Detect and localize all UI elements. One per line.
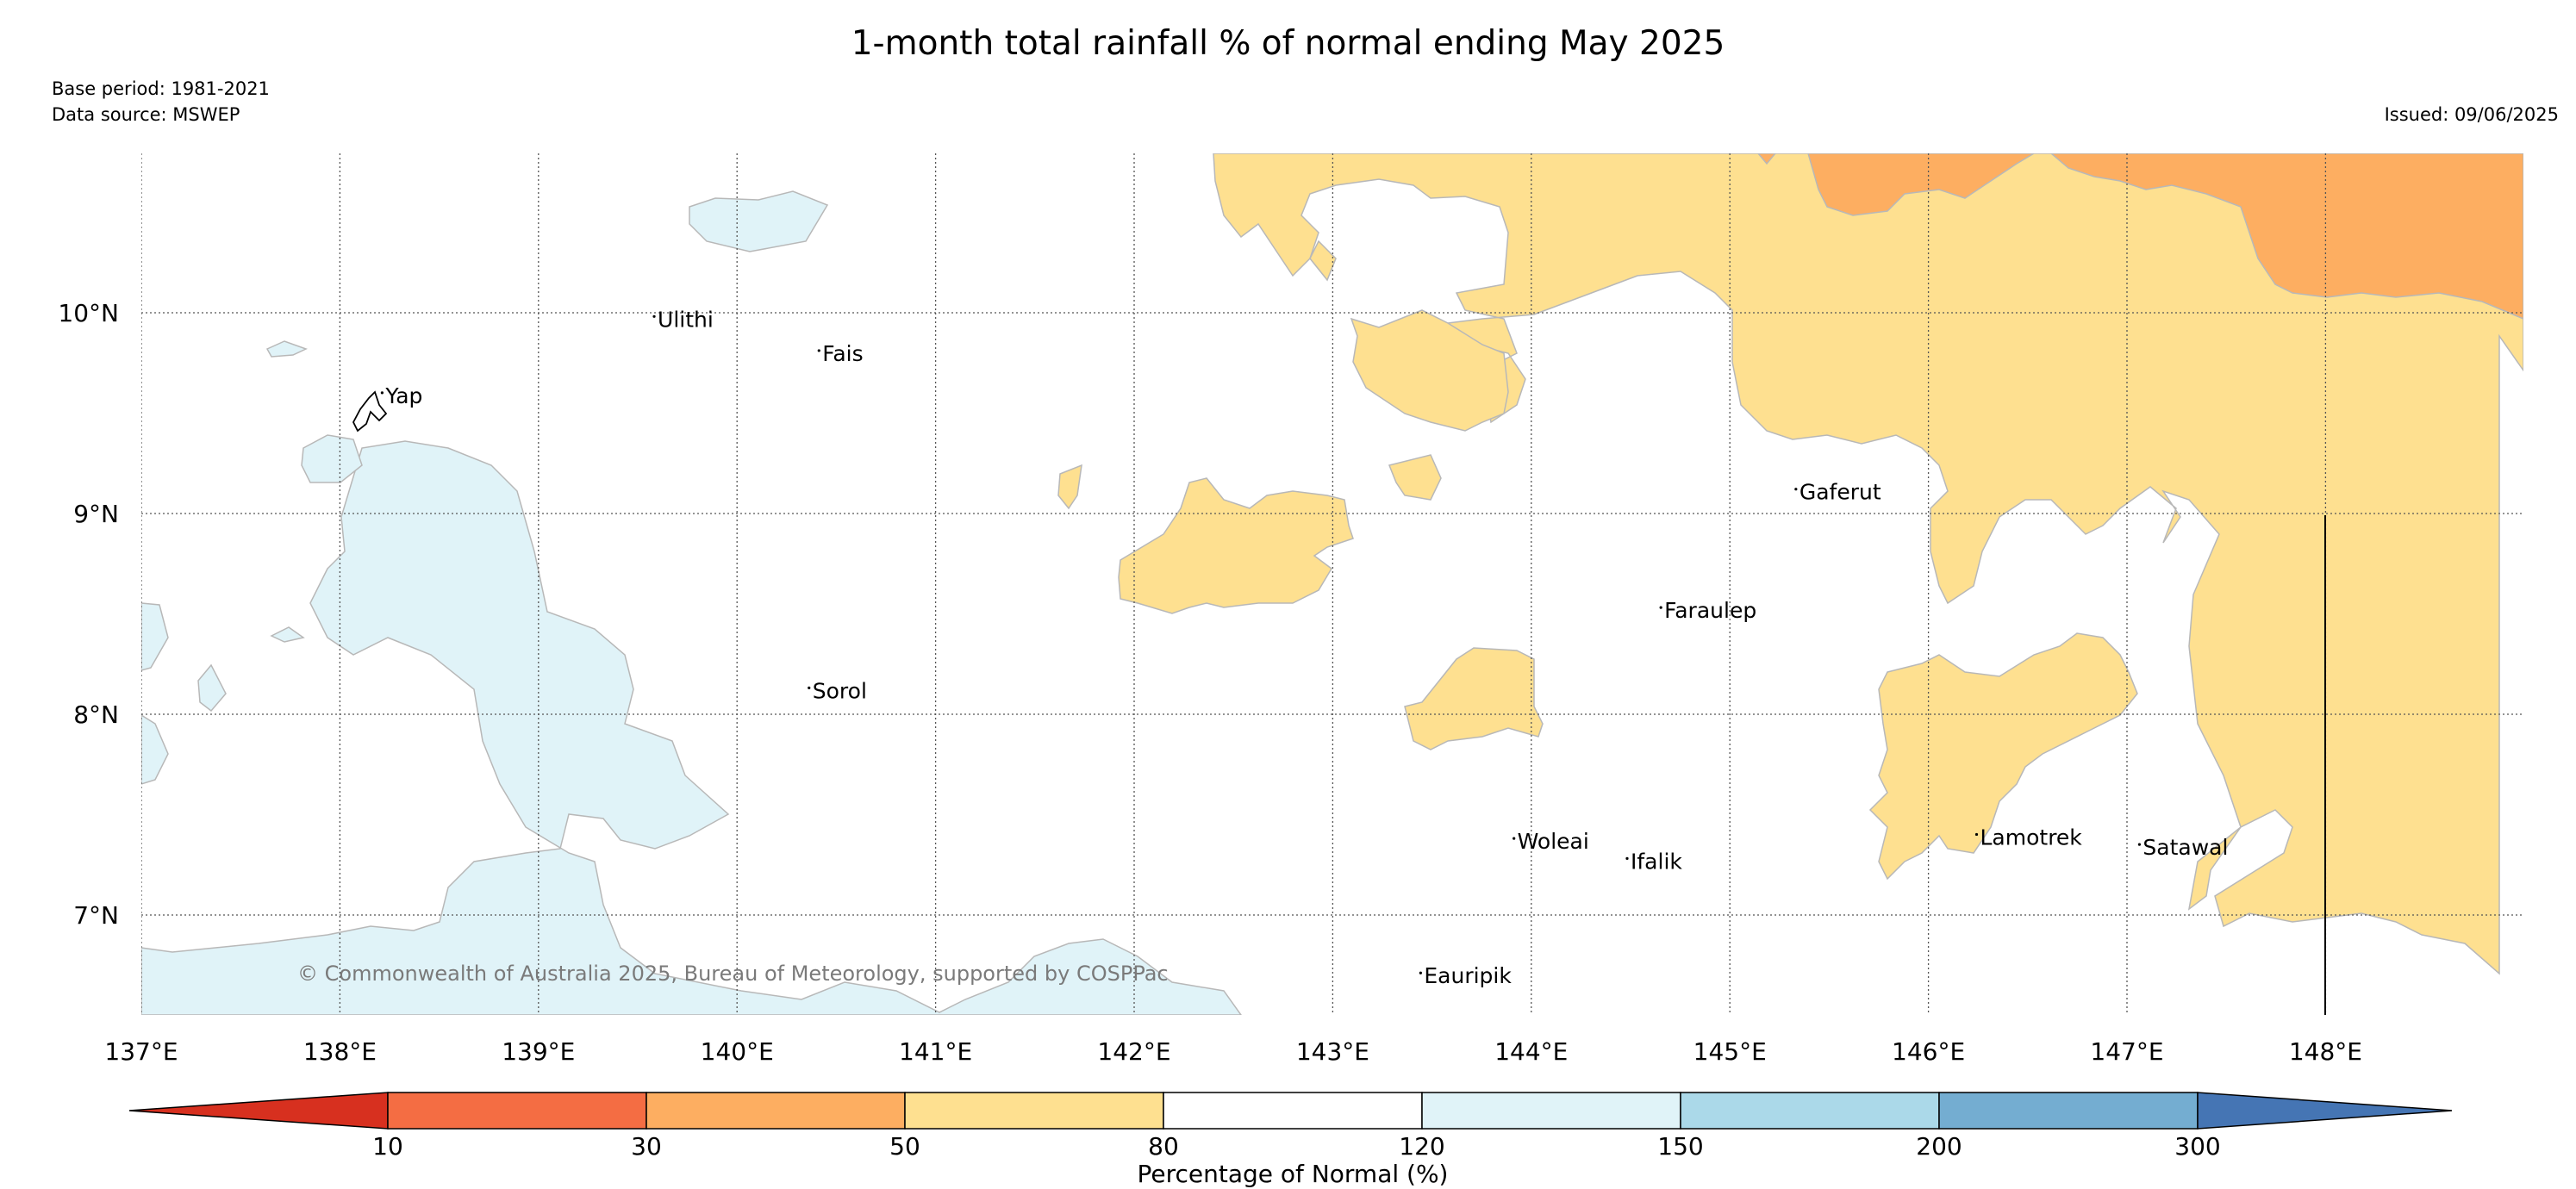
region-120-150 [141, 190, 1242, 1015]
place-label-lamotrek: Lamotrek [1980, 825, 2083, 850]
colorbar: 10 30 50 80 120 150 200 300 [128, 1092, 2453, 1161]
copyright-text: © Commonwealth of Australia 2025, Bureau… [297, 962, 1169, 986]
place-marker [652, 314, 656, 318]
colorbar-tick-label: 300 [2174, 1132, 2220, 1161]
lat-tick-label: 10°N [58, 299, 119, 327]
place-label-ulithi: Ulithi [658, 307, 714, 332]
yap-island-shape [352, 390, 388, 433]
colorbar-tick-label: 80 [1148, 1132, 1179, 1161]
colorbar-bin [1163, 1092, 1423, 1130]
place-label-gaferut: Gaferut [1799, 480, 1881, 505]
data-source-text: Data source: MSWEP [52, 104, 240, 125]
latitude-labels: 10°N 9°N 8°N 7°N [58, 299, 119, 930]
lon-tick-label: 142°E [1097, 1037, 1170, 1066]
place-marker [1794, 488, 1798, 491]
place-label-eauripik: Eauripik [1424, 963, 1512, 988]
colorbar-max-extension [2197, 1092, 2453, 1130]
place-marker [1419, 971, 1422, 974]
lon-tick-label: 141°E [899, 1037, 972, 1066]
place-label-satawal: Satawal [2143, 835, 2228, 860]
place-marker [1513, 837, 1516, 840]
place-label-yap: Yap [384, 383, 422, 408]
place-labels: Ulithi Fais Yap Gaferut Faraulep Sorol Woleai I… [380, 307, 2228, 988]
lon-tick-label: 145°E [1693, 1037, 1767, 1066]
base-period-text: Base period: 1981-2021 [52, 78, 270, 99]
place-marker [1659, 606, 1662, 609]
colorbar-tick-label: 10 [372, 1132, 403, 1161]
colorbar-label: Percentage of Normal (%) [1138, 1160, 1449, 1188]
lon-tick-label: 143°E [1296, 1037, 1369, 1066]
colorbar-tick-label: 50 [889, 1132, 920, 1161]
colorbar-min-extension [128, 1092, 389, 1130]
place-marker [1974, 832, 1979, 837]
lon-tick-label: 146°E [1892, 1037, 1965, 1066]
lat-tick-label: 7°N [73, 901, 119, 930]
colorbar-bin [387, 1092, 647, 1130]
colorbar-bin [646, 1092, 906, 1130]
colorbar-tick-label: 200 [1916, 1132, 1962, 1161]
place-marker [1625, 856, 1629, 861]
lat-tick-label: 8°N [73, 700, 119, 729]
place-label-faraulep: Faraulep [1664, 598, 1756, 623]
lon-tick-label: 144°E [1494, 1037, 1568, 1066]
place-label-sorol: Sorol [813, 678, 867, 703]
lon-tick-label: 148°E [2289, 1037, 2362, 1066]
place-marker [380, 391, 384, 395]
colorbar-bin [1680, 1092, 1940, 1130]
longitude-labels: 137°E 138°E 139°E 140°E 141°E 142°E 143°E 144°E… [104, 1037, 2362, 1066]
colorbar-bin [1938, 1092, 2199, 1130]
lon-tick-label: 140°E [701, 1037, 774, 1066]
colorbar-bin [1421, 1092, 1681, 1130]
colorbar-bin [904, 1092, 1164, 1130]
place-label-fais: Fais [822, 341, 863, 366]
colorbar-tick-label: 120 [1399, 1132, 1444, 1161]
lon-tick-label: 139°E [502, 1037, 575, 1066]
lon-tick-label: 147°E [2090, 1037, 2163, 1066]
lon-tick-label: 137°E [104, 1037, 178, 1066]
colorbar-tick-label: 150 [1657, 1132, 1703, 1161]
map-area: Ulithi Fais Yap Gaferut Faraulep Sorol Woleai I… [141, 153, 2523, 1015]
map-title: 1-month total rainfall % of normal endin… [851, 24, 1725, 63]
colorbar-tick-label: 30 [631, 1132, 662, 1161]
place-marker [808, 686, 811, 689]
lat-tick-label: 9°N [73, 500, 119, 528]
region-30-50 [1757, 153, 2523, 320]
place-marker [817, 349, 820, 352]
lon-tick-label: 138°E [303, 1037, 377, 1066]
place-label-ifalik: Ifalik [1631, 849, 1682, 874]
place-marker [2137, 843, 2142, 846]
issued-date-text: Issued: 09/06/2025 [2384, 104, 2559, 125]
place-label-woleai: Woleai [1518, 829, 1589, 854]
region-50-80 [1057, 153, 2523, 975]
